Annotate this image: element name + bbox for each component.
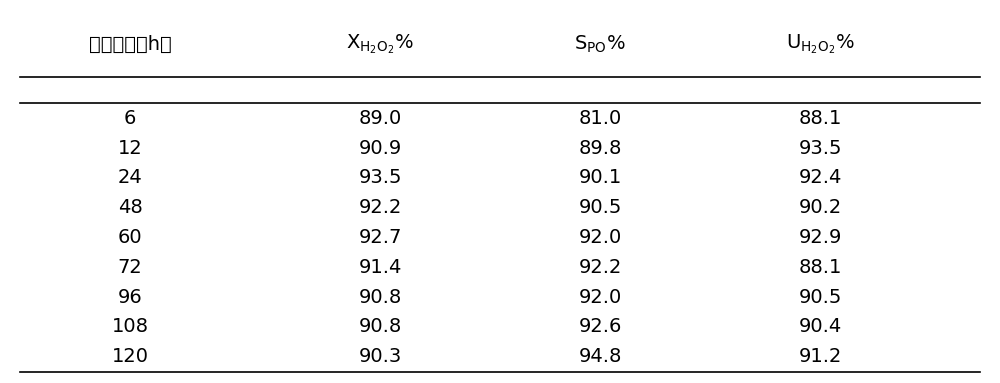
Text: 90.5: 90.5 (578, 198, 622, 217)
Text: 6: 6 (124, 109, 136, 128)
Text: 60: 60 (118, 228, 142, 247)
Text: 90.8: 90.8 (358, 288, 402, 306)
Text: 92.0: 92.0 (578, 288, 622, 306)
Text: 89.0: 89.0 (358, 109, 402, 128)
Text: 90.8: 90.8 (358, 318, 402, 336)
Text: 90.4: 90.4 (798, 318, 842, 336)
Text: 92.7: 92.7 (358, 228, 402, 247)
Text: 90.9: 90.9 (358, 139, 402, 157)
Text: 运转时间（h）: 运转时间（h） (89, 34, 171, 54)
Text: 92.0: 92.0 (578, 228, 622, 247)
Text: 89.8: 89.8 (578, 139, 622, 157)
Text: 93.5: 93.5 (798, 139, 842, 157)
Text: 93.5: 93.5 (358, 169, 402, 187)
Text: 92.2: 92.2 (578, 258, 622, 277)
Text: 88.1: 88.1 (798, 258, 842, 277)
Text: 92.6: 92.6 (578, 318, 622, 336)
Text: $\mathrm{S_{PO}}$%: $\mathrm{S_{PO}}$% (574, 33, 626, 55)
Text: $\mathrm{U_{H_2O_2}}$%: $\mathrm{U_{H_2O_2}}$% (786, 32, 854, 56)
Text: 94.8: 94.8 (578, 347, 622, 366)
Text: 90.3: 90.3 (358, 347, 402, 366)
Text: 96: 96 (118, 288, 142, 306)
Text: 88.1: 88.1 (798, 109, 842, 128)
Text: $\mathrm{X_{H_2O_2}}$%: $\mathrm{X_{H_2O_2}}$% (346, 32, 414, 56)
Text: 108: 108 (112, 318, 148, 336)
Text: 90.2: 90.2 (798, 198, 842, 217)
Text: 90.1: 90.1 (578, 169, 622, 187)
Text: 72: 72 (118, 258, 142, 277)
Text: 90.5: 90.5 (798, 288, 842, 306)
Text: 92.4: 92.4 (798, 169, 842, 187)
Text: 91.4: 91.4 (358, 258, 402, 277)
Text: 92.2: 92.2 (358, 198, 402, 217)
Text: 120: 120 (112, 347, 148, 366)
Text: 81.0: 81.0 (578, 109, 622, 128)
Text: 91.2: 91.2 (798, 347, 842, 366)
Text: 48: 48 (118, 198, 142, 217)
Text: 92.9: 92.9 (798, 228, 842, 247)
Text: 24: 24 (118, 169, 142, 187)
Text: 12: 12 (118, 139, 142, 157)
